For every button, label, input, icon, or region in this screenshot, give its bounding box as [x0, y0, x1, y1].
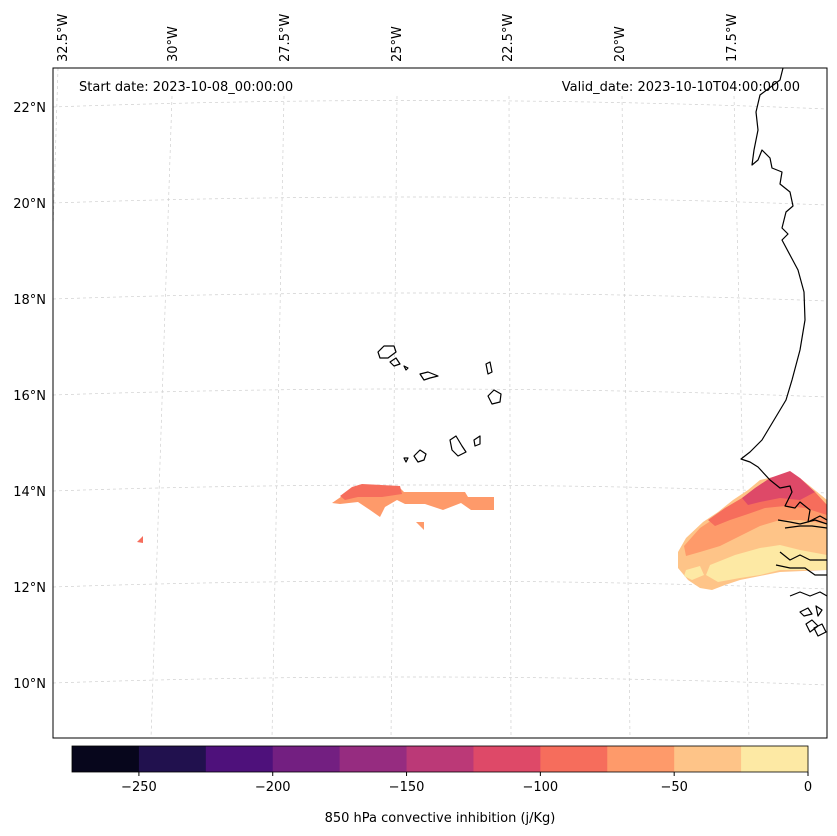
parallel-22n — [52, 100, 828, 110]
lon-label: 32.5°W — [56, 14, 71, 62]
colorbar-swatch — [72, 746, 140, 772]
contour-coastal-pale-2 — [684, 566, 704, 580]
contour-spot-small — [416, 522, 424, 530]
gambia-coast — [777, 519, 828, 529]
colorbar-tick-label: −50 — [660, 780, 687, 795]
cape-verde-santiago — [449, 435, 467, 457]
contour-band-offshore-core — [340, 484, 402, 500]
contour-coastal-pale — [706, 545, 827, 582]
lon-label: 22.5°W — [501, 14, 516, 62]
cin-contours — [137, 471, 827, 590]
latitude-labels: 22°N 20°N 18°N 16°N 14°N 12°N 10°N — [13, 101, 46, 692]
colorbar-swatch — [406, 746, 474, 772]
colorbar-swatch — [339, 746, 408, 772]
colorbar-swatch — [607, 746, 675, 772]
lon-label: 25°W — [390, 26, 405, 62]
parallel-12n — [52, 580, 828, 590]
cape-verde-brava — [403, 457, 409, 463]
parallel-16n — [52, 388, 828, 398]
lat-label: 12°N — [13, 581, 46, 596]
colorbar-tick-label: −150 — [389, 780, 425, 795]
gridlines — [52, 67, 828, 739]
cape-verde-boa-vista — [487, 389, 502, 405]
lon-label: 20°W — [613, 26, 628, 62]
lat-label: 18°N — [13, 293, 46, 308]
colorbar-swatch — [205, 746, 274, 772]
coast-south — [789, 591, 828, 597]
map-area — [53, 68, 827, 738]
cape-verde-sao-vicente — [389, 357, 401, 367]
lat-label: 20°N — [13, 197, 46, 212]
colorbar-tick-label: 0 — [804, 780, 812, 795]
lat-label: 10°N — [13, 677, 46, 692]
colorbar-tick-label: −250 — [121, 780, 157, 795]
colorbar-swatch — [473, 746, 541, 772]
colorbar-frame — [71, 745, 809, 773]
colorbar-label: 850 hPa convective inhibition (j/Kg) — [325, 811, 556, 826]
meridian-25w — [390, 95, 398, 739]
colorbar-swatch — [741, 746, 809, 772]
meridian-20w — [621, 95, 631, 739]
cape-verde-fogo — [413, 449, 427, 463]
cape-verde-santa-luzia — [403, 365, 409, 371]
bijagos-islands — [799, 605, 827, 637]
parallel-14n — [52, 484, 828, 494]
colorbar-swatch — [138, 746, 207, 772]
cape-verde-santo-antao — [377, 345, 397, 359]
meridian-30w — [150, 95, 173, 739]
colorbar: −250 −200 −150 −100 −50 0 — [71, 745, 812, 795]
map-frame — [52, 67, 828, 739]
colorbar-tick-label: −200 — [255, 780, 291, 795]
cape-verde-maio — [473, 435, 481, 447]
cape-verde-sal — [485, 361, 493, 375]
longitude-labels: 32.5°W 30°W 27.5°W 25°W 22.5°W 20°W 17.5… — [56, 14, 740, 62]
colorbar-tick-label: −100 — [523, 780, 559, 795]
colorbar-swatch — [674, 746, 742, 772]
contour-spot-west — [137, 536, 143, 543]
colorbar-swatch — [540, 746, 608, 772]
parallel-10n — [52, 676, 828, 686]
lon-label: 30°W — [166, 26, 181, 62]
meridian-17-5w — [733, 95, 750, 739]
lat-label: 14°N — [13, 485, 46, 500]
valid-date-label: Valid_date: 2023-10-10T04:00:00.00 — [562, 80, 800, 95]
lat-label: 16°N — [13, 389, 46, 404]
guinea-bissau-coast — [775, 551, 827, 576]
lat-label: 22°N — [13, 101, 46, 116]
start-date-label: Start date: 2023-10-08_00:00:00 — [79, 80, 293, 95]
africa-coastline — [740, 67, 828, 523]
cape-verde-sao-nicolau — [419, 371, 439, 381]
contour-coastal-core — [742, 471, 815, 505]
lon-label: 27.5°W — [278, 14, 293, 62]
parallel-18n — [52, 292, 828, 302]
colorbar-swatch — [272, 746, 341, 772]
coastlines — [377, 67, 828, 637]
meridian-22-5w — [508, 95, 512, 739]
parallel-20n — [52, 196, 828, 206]
meridian-27-5w — [271, 95, 285, 739]
lon-label: 17.5°W — [725, 14, 740, 62]
